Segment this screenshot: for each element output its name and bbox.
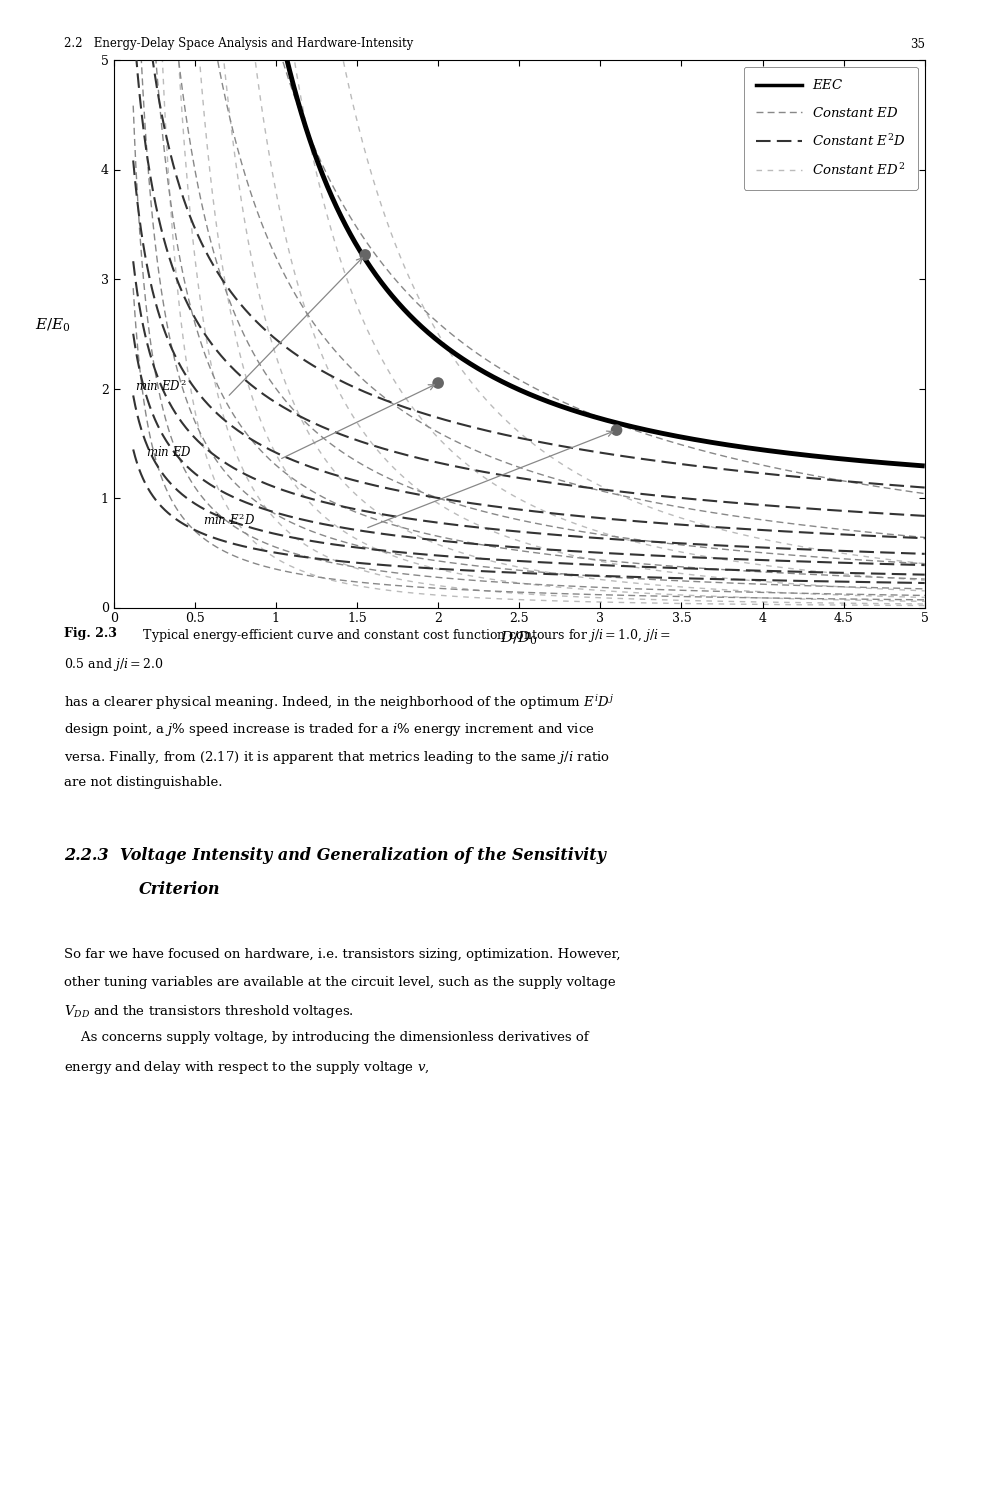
Text: Criterion: Criterion: [138, 880, 220, 897]
Text: As concerns supply voltage, by introducing the dimensionless derivatives of: As concerns supply voltage, by introduci…: [64, 1032, 588, 1044]
X-axis label: $D/D_0$: $D/D_0$: [500, 630, 538, 646]
Text: So far we have focused on hardware, i.e. transistors sizing, optimization. Howev: So far we have focused on hardware, i.e.…: [64, 948, 621, 962]
Y-axis label: $E/E_0$: $E/E_0$: [35, 316, 71, 334]
Point: [430, 370, 446, 394]
Text: other tuning variables are available at the circuit level, such as the supply vo: other tuning variables are available at …: [64, 976, 616, 988]
Text: are not distinguishable.: are not distinguishable.: [64, 777, 223, 789]
Point: [357, 243, 373, 267]
Text: $min\ E^2D$: $min\ E^2D$: [203, 513, 255, 528]
Legend: $\it{EEC}$, $\it{Constant\ ED}$, $\it{Constant\ E^2D}$, $\it{Constant\ ED^2}$: $\it{EEC}$, $\it{Constant\ ED}$, $\it{Co…: [744, 66, 918, 189]
Text: $min\ ED^2$: $min\ ED^2$: [135, 378, 187, 393]
Text: 0.5 and $j/i = 2.0$: 0.5 and $j/i = 2.0$: [64, 656, 164, 672]
Text: design point, a $j\%$ speed increase is traded for a $i\%$ energy increment and : design point, a $j\%$ speed increase is …: [64, 720, 595, 738]
Text: $min\ ED$: $min\ ED$: [146, 446, 192, 459]
Text: 2.2.3  Voltage Intensity and Generalization of the Sensitivity: 2.2.3 Voltage Intensity and Generalizati…: [64, 847, 606, 864]
Text: energy and delay with respect to the supply voltage $v$,: energy and delay with respect to the sup…: [64, 1059, 429, 1076]
Text: 2.2   Energy-Delay Space Analysis and Hardware-Intensity: 2.2 Energy-Delay Space Analysis and Hard…: [64, 38, 413, 51]
Point: [608, 419, 624, 442]
Text: Fig. 2.3: Fig. 2.3: [64, 627, 117, 640]
Text: has a clearer physical meaning. Indeed, in the neighborhood of the optimum $E^iD: has a clearer physical meaning. Indeed, …: [64, 693, 614, 712]
Text: $V_{DD}$ and the transistors threshold voltages.: $V_{DD}$ and the transistors threshold v…: [64, 1004, 354, 1020]
Text: 35: 35: [910, 38, 925, 51]
Text: versa. Finally, from (2.17) it is apparent that metrics leading to the same $j/i: versa. Finally, from (2.17) it is appare…: [64, 748, 610, 765]
Text: Typical energy-efficient curve and constant cost function contours for $j/i = 1.: Typical energy-efficient curve and const…: [135, 627, 672, 644]
